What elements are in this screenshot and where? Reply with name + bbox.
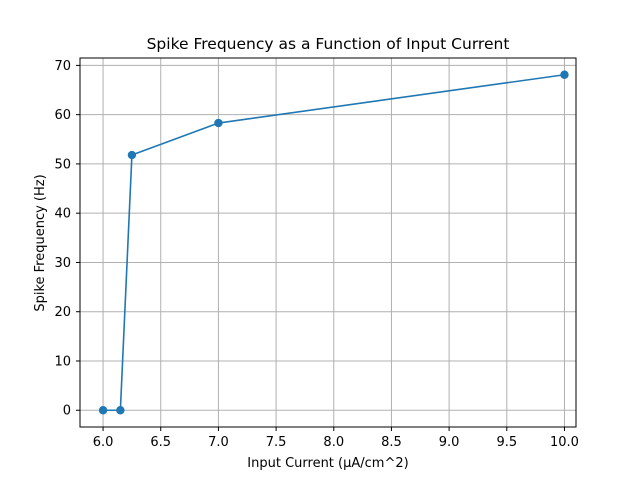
y-tick-label: 50 [54, 157, 71, 172]
y-tick-label: 30 [54, 256, 71, 271]
x-tick-label: 9.5 [496, 435, 517, 450]
x-tick-label: 9.0 [439, 435, 460, 450]
x-tick-label: 7.5 [266, 435, 287, 450]
x-tick-label: 8.5 [381, 435, 402, 450]
chart-title: Spike Frequency as a Function of Input C… [147, 35, 510, 53]
x-axis-label: Input Current (µA/cm^2) [247, 456, 408, 471]
x-tick-label: 7.0 [208, 435, 229, 450]
y-axis-label: Spike Frequency (Hz) [33, 174, 48, 311]
plot-frame [79, 57, 577, 428]
y-tick-label: 40 [54, 207, 71, 222]
y-tick-label: 60 [54, 108, 71, 123]
series-layer [98, 70, 569, 415]
y-tick-label: 70 [54, 59, 71, 74]
data-point [116, 406, 125, 415]
y-tick-label: 10 [54, 354, 71, 369]
x-axis-ticks: 6.0 6.5 7.0 7.5 8.0 8.5 9.0 9.5 10.0 [93, 427, 579, 450]
y-axis-ticks: 0 10 20 30 40 50 60 70 [54, 59, 80, 419]
y-tick-label: 0 [63, 404, 71, 419]
grid-lines [80, 58, 576, 427]
x-tick-label: 6.5 [150, 435, 171, 450]
data-point [560, 70, 569, 79]
data-point [127, 150, 137, 160]
x-tick-label: 6.0 [93, 435, 114, 450]
data-point [98, 406, 108, 415]
y-tick-label: 20 [54, 305, 71, 320]
x-tick-label: 8.0 [323, 435, 344, 450]
data-point [214, 118, 223, 128]
x-tick-label: 10.0 [550, 435, 579, 450]
